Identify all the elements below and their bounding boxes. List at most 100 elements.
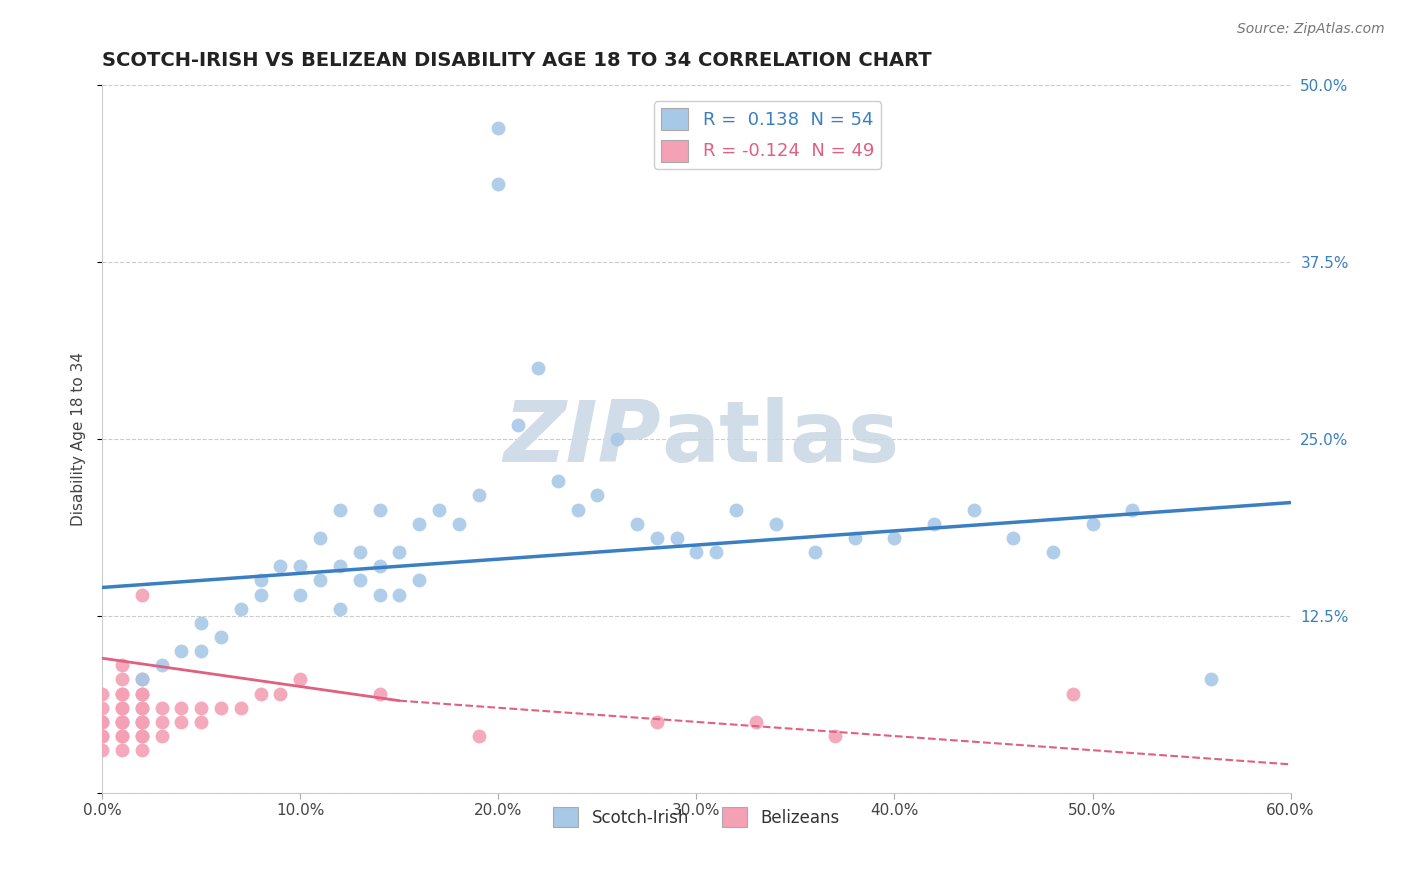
Point [111, 743, 134, 757]
Text: Source: ZipAtlas.com: Source: ZipAtlas.com [1237, 22, 1385, 37]
Point [765, 516, 787, 531]
Point [91, 729, 114, 743]
Point [131, 743, 153, 757]
Point [249, 687, 271, 701]
Point [824, 729, 846, 743]
Point [190, 700, 212, 714]
Point [408, 516, 430, 531]
Point [229, 700, 252, 714]
Point [131, 687, 153, 701]
Point [170, 700, 193, 714]
Point [111, 714, 134, 729]
Point [91, 700, 114, 714]
Point [111, 658, 134, 673]
Point [606, 432, 628, 446]
Point [1002, 531, 1025, 545]
Point [349, 574, 371, 588]
Point [91, 714, 114, 729]
Point [508, 417, 530, 432]
Text: ZIP: ZIP [503, 398, 661, 481]
Point [91, 729, 114, 743]
Point [269, 559, 291, 574]
Point [131, 700, 153, 714]
Point [665, 531, 688, 545]
Point [111, 729, 134, 743]
Point [170, 714, 193, 729]
Point [269, 687, 291, 701]
Point [368, 588, 391, 602]
Point [486, 177, 509, 191]
Point [91, 743, 114, 757]
Point [329, 502, 352, 516]
Point [91, 687, 114, 701]
Point [527, 361, 550, 376]
Point [368, 687, 391, 701]
Point [150, 714, 173, 729]
Point [111, 729, 134, 743]
Point [131, 687, 153, 701]
Point [447, 516, 470, 531]
Point [427, 502, 450, 516]
Point [131, 588, 153, 602]
Point [249, 574, 271, 588]
Point [170, 644, 193, 658]
Point [567, 502, 589, 516]
Point [91, 714, 114, 729]
Point [290, 559, 312, 574]
Point [963, 502, 986, 516]
Point [349, 545, 371, 559]
Point [704, 545, 727, 559]
Point [329, 601, 352, 615]
Point [645, 714, 668, 729]
Point [388, 588, 411, 602]
Point [190, 615, 212, 630]
Text: atlas: atlas [661, 398, 898, 481]
Point [844, 531, 866, 545]
Point [290, 673, 312, 687]
Point [1062, 687, 1084, 701]
Point [922, 516, 945, 531]
Point [111, 700, 134, 714]
Point [368, 559, 391, 574]
Point [408, 574, 430, 588]
Point [131, 714, 153, 729]
Point [883, 531, 905, 545]
Point [804, 545, 827, 559]
Point [111, 673, 134, 687]
Point [131, 673, 153, 687]
Point [111, 687, 134, 701]
Point [547, 475, 569, 489]
Point [209, 630, 232, 644]
Point [626, 516, 648, 531]
Point [1201, 673, 1223, 687]
Point [685, 545, 707, 559]
Point [111, 687, 134, 701]
Point [724, 502, 747, 516]
Point [150, 729, 173, 743]
Point [209, 700, 232, 714]
Y-axis label: Disability Age 18 to 34: Disability Age 18 to 34 [72, 351, 86, 526]
Point [1121, 502, 1143, 516]
Legend: Scotch-Irish, Belizeans: Scotch-Irish, Belizeans [547, 800, 846, 834]
Point [131, 714, 153, 729]
Point [290, 588, 312, 602]
Point [1042, 545, 1064, 559]
Point [329, 559, 352, 574]
Point [111, 714, 134, 729]
Point [131, 714, 153, 729]
Point [309, 574, 332, 588]
Point [249, 588, 271, 602]
Point [111, 700, 134, 714]
Point [229, 601, 252, 615]
Point [388, 545, 411, 559]
Point [111, 714, 134, 729]
Point [190, 714, 212, 729]
Point [131, 729, 153, 743]
Point [150, 658, 173, 673]
Point [309, 531, 332, 545]
Point [467, 729, 489, 743]
Point [131, 673, 153, 687]
Point [1081, 516, 1104, 531]
Point [486, 120, 509, 135]
Point [131, 729, 153, 743]
